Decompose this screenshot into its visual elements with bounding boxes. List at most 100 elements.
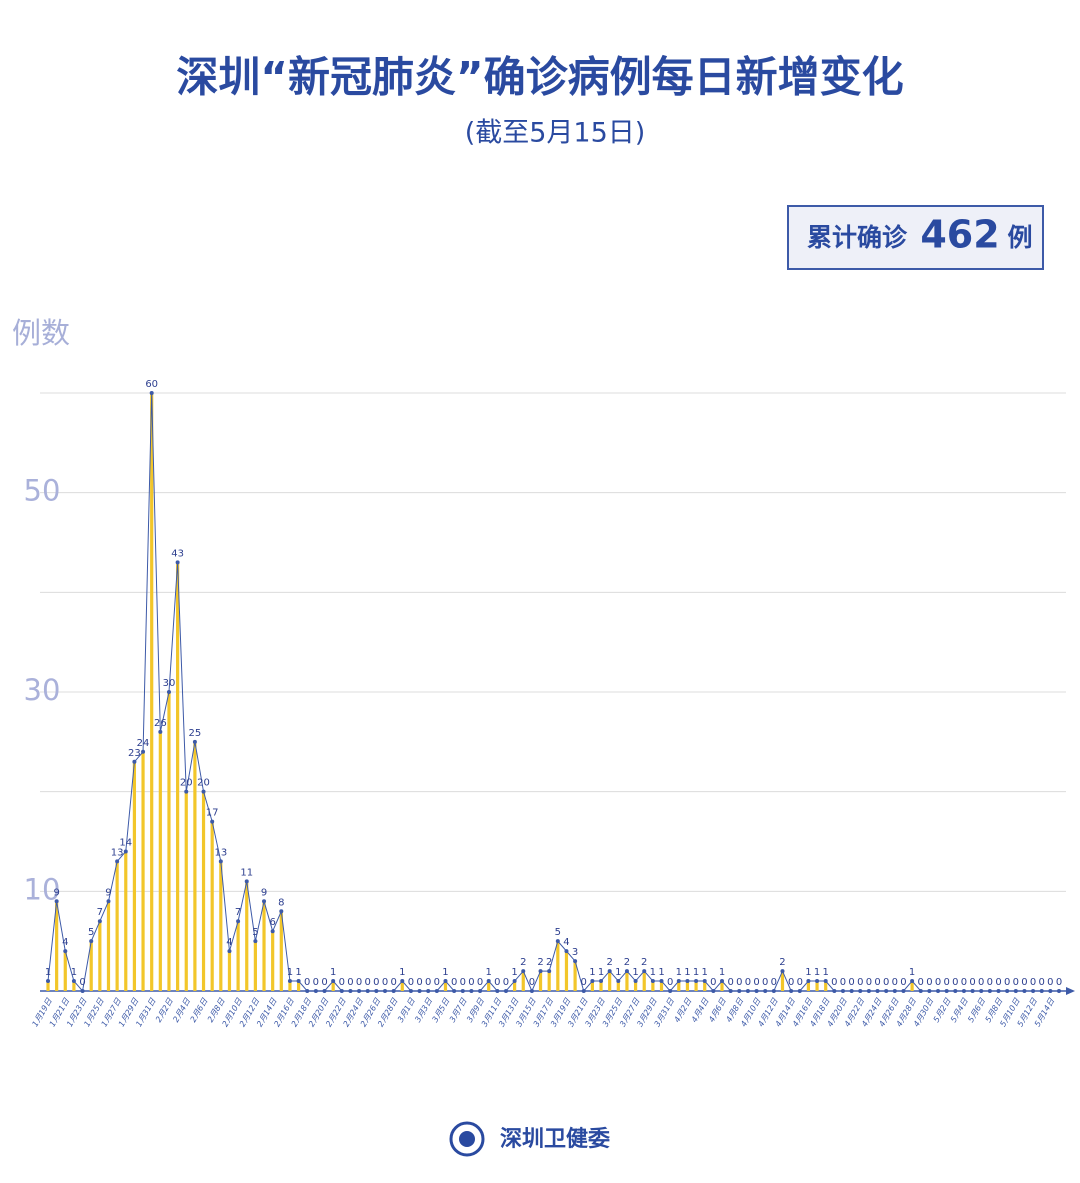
value-label: 0 [339, 977, 345, 988]
value-label: 1 [511, 967, 517, 978]
value-label: 5 [555, 927, 561, 938]
value-label: 43 [171, 548, 184, 559]
point [616, 979, 621, 984]
point [46, 979, 50, 984]
value-label: 1 [684, 967, 690, 978]
value-label: 0 [382, 977, 388, 988]
value-label: 0 [952, 977, 958, 988]
value-label: 7 [235, 907, 241, 918]
point [192, 739, 197, 744]
point [745, 989, 750, 993]
bar [573, 961, 577, 991]
value-label: 20 [180, 778, 193, 789]
value-label: 0 [969, 977, 975, 988]
point [391, 989, 396, 993]
point [797, 989, 802, 993]
point [694, 979, 699, 984]
point [279, 909, 284, 914]
value-label: 1 [676, 967, 682, 978]
bar [677, 981, 681, 991]
value-label: 0 [710, 977, 716, 988]
point [383, 989, 387, 993]
bar [245, 881, 249, 991]
bar [780, 971, 785, 991]
point [166, 690, 171, 694]
value-label: 0 [321, 977, 327, 988]
bar [651, 981, 655, 991]
value-label: 0 [468, 977, 474, 988]
value-label: 0 [866, 977, 872, 988]
point [676, 979, 681, 984]
value-label: 0 [771, 977, 777, 988]
point [89, 939, 94, 944]
point [141, 749, 146, 754]
bar [201, 791, 206, 991]
value-label: 0 [347, 977, 353, 988]
point [313, 989, 318, 993]
point [244, 879, 249, 884]
bar [659, 981, 664, 991]
point [253, 939, 258, 944]
point [158, 729, 163, 734]
value-label: 9 [53, 887, 59, 898]
point [1013, 989, 1018, 993]
point [624, 969, 629, 974]
point [668, 989, 673, 993]
point [607, 969, 612, 974]
bar [443, 981, 448, 991]
trend-line [47, 392, 1059, 993]
summary-unit: 例 [1007, 223, 1032, 252]
value-label: 0 [304, 977, 310, 988]
value-label: 0 [1056, 977, 1062, 988]
value-label: 1 [295, 967, 301, 978]
point [996, 989, 1001, 993]
bar [210, 821, 214, 991]
point [339, 989, 344, 993]
value-label: 1 [805, 967, 811, 978]
value-label: 23 [128, 748, 141, 759]
bar [599, 981, 603, 991]
point [1039, 989, 1044, 993]
value-label: 0 [390, 977, 396, 988]
bar [564, 951, 569, 991]
point [979, 989, 984, 993]
bar [616, 981, 620, 991]
value-label: 0 [373, 977, 379, 988]
value-label: 2 [546, 957, 552, 968]
point [521, 969, 526, 974]
point [650, 979, 655, 984]
point [452, 989, 457, 993]
bar [642, 971, 646, 991]
value-label: 1 [45, 967, 51, 978]
value-label: 0 [900, 977, 906, 988]
bar [694, 981, 698, 991]
point [210, 819, 215, 824]
logo [449, 1121, 485, 1157]
point [927, 989, 932, 993]
source: 深圳卫健委 [500, 1126, 610, 1152]
title: 深圳“新冠肺炎”确诊病例每日新增变化 [176, 53, 903, 102]
value-label: 1 [399, 967, 405, 978]
value-label: 2 [779, 957, 785, 968]
point [296, 979, 301, 984]
point [858, 989, 863, 993]
bar [236, 921, 240, 991]
point [599, 979, 604, 984]
y-tick-label: 50 [24, 474, 61, 508]
point [132, 759, 137, 764]
value-label: 9 [261, 887, 267, 898]
value-label: 20 [197, 778, 210, 789]
point [789, 989, 794, 993]
point [944, 989, 949, 993]
bar [63, 951, 67, 991]
value-label: 24 [137, 738, 150, 749]
point [305, 989, 310, 993]
bar [141, 751, 145, 991]
value-label: 25 [189, 728, 202, 739]
bar [158, 731, 162, 991]
y-tick-label: 30 [24, 673, 61, 707]
value-label: 0 [745, 977, 751, 988]
bar [150, 393, 154, 991]
point [806, 979, 811, 984]
